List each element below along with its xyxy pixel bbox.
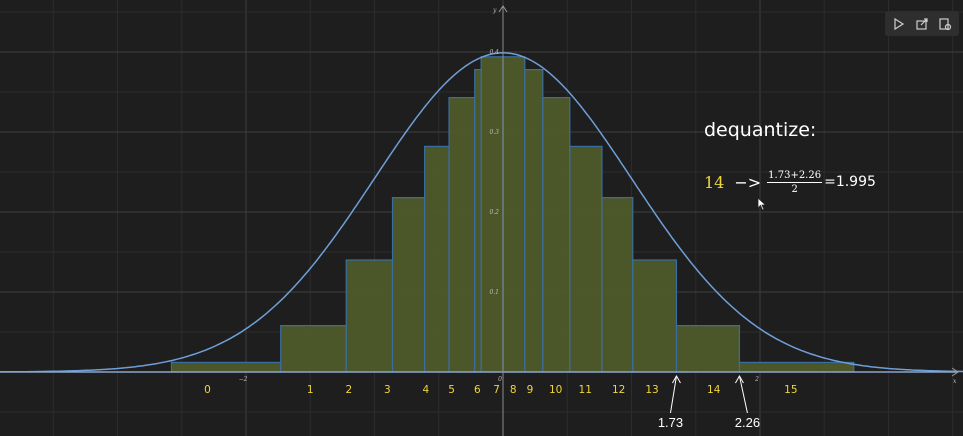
bin-label: 7 [493, 384, 500, 396]
bin-bar-12 [601, 197, 634, 373]
bin-bar-3 [391, 197, 426, 373]
arrow-symbol: −> [734, 172, 762, 192]
settings-icon[interactable] [936, 15, 954, 33]
y-tick-label: 0.4 [489, 49, 499, 56]
bin-label: 1 [307, 384, 314, 396]
y-tick-label: 0.2 [489, 209, 499, 216]
annotation-arrowhead [672, 374, 681, 384]
fraction-denominator: 2 [791, 183, 798, 195]
bin-label: 12 [612, 384, 625, 396]
fraction-numerator: 1.73+2.26 [767, 169, 823, 183]
bin-label: 5 [448, 384, 455, 396]
dequantize-formula: 14 −> 1.73+2.26 2 =1.995 [704, 166, 876, 198]
bin-label: 10 [549, 384, 562, 396]
axes: x y [0, 5, 959, 436]
bin-bar-4 [424, 145, 450, 373]
mouse-cursor-icon [757, 197, 767, 211]
bin-label: 15 [784, 384, 797, 396]
y-axis-arrow [498, 5, 508, 13]
bin-label: 8 [510, 384, 517, 396]
fraction: 1.73+2.26 2 [767, 169, 823, 195]
annotation-value: 2.26 [735, 415, 760, 430]
bin-bar-11 [569, 145, 603, 373]
x-tick-label: 2 [754, 376, 759, 383]
dequantize-result: =1.995 [824, 174, 876, 190]
bin-label: 13 [645, 384, 658, 396]
bars [170, 56, 855, 373]
bin-bar-0 [170, 361, 282, 373]
bin-label: 3 [384, 384, 391, 396]
x-axis-arrow [951, 367, 959, 377]
bin-bar-9 [524, 68, 544, 373]
bin-labels: 0 1 2 3 4 5 6 7 8 9 10 11 12 13 14 15 [204, 384, 797, 396]
bin-index: 14 [704, 172, 725, 192]
bin-bar-15 [738, 361, 855, 373]
dequantize-title: dequantize: [704, 119, 817, 141]
bin-bar-13 [632, 259, 678, 373]
y-tick-label: 0.1 [489, 289, 499, 296]
annotation-arrowhead [735, 374, 744, 384]
y-axis-label: y [492, 7, 497, 14]
bin-bar-5 [448, 96, 476, 373]
bin-bar-6 [474, 68, 482, 373]
bin-bar-8 [502, 56, 526, 373]
bin-bar-2 [345, 259, 394, 373]
bin-label: 11 [579, 384, 592, 396]
annotation-arrow [669, 375, 677, 414]
bin-label: 2 [345, 384, 352, 396]
bin-bar-14 [675, 325, 741, 373]
x-tick-label: 0 [498, 376, 502, 383]
bin-bar-1 [280, 325, 347, 373]
bin-label: 14 [707, 384, 721, 396]
boundary-annotations: 1.73 2.26 [658, 374, 760, 430]
normal-curve [0, 52, 963, 373]
bin-label: 4 [423, 384, 430, 396]
x-axis-label: x [953, 378, 957, 385]
bin-label: 0 [204, 384, 211, 396]
tick-labels: −2 0 2 0.1 0.2 0.3 0.4 [239, 49, 760, 383]
annotation-value: 1.73 [658, 415, 683, 430]
x-tick-label: −2 [239, 376, 248, 383]
play-icon[interactable] [890, 15, 908, 33]
bin-label: 9 [527, 384, 534, 396]
annotation-arrow [738, 375, 748, 414]
y-tick-label: 0.3 [489, 129, 499, 136]
graph-toolbar [885, 11, 959, 36]
share-icon[interactable] [913, 15, 931, 33]
bin-label: 6 [474, 384, 481, 396]
bin-bar-10 [542, 96, 571, 373]
